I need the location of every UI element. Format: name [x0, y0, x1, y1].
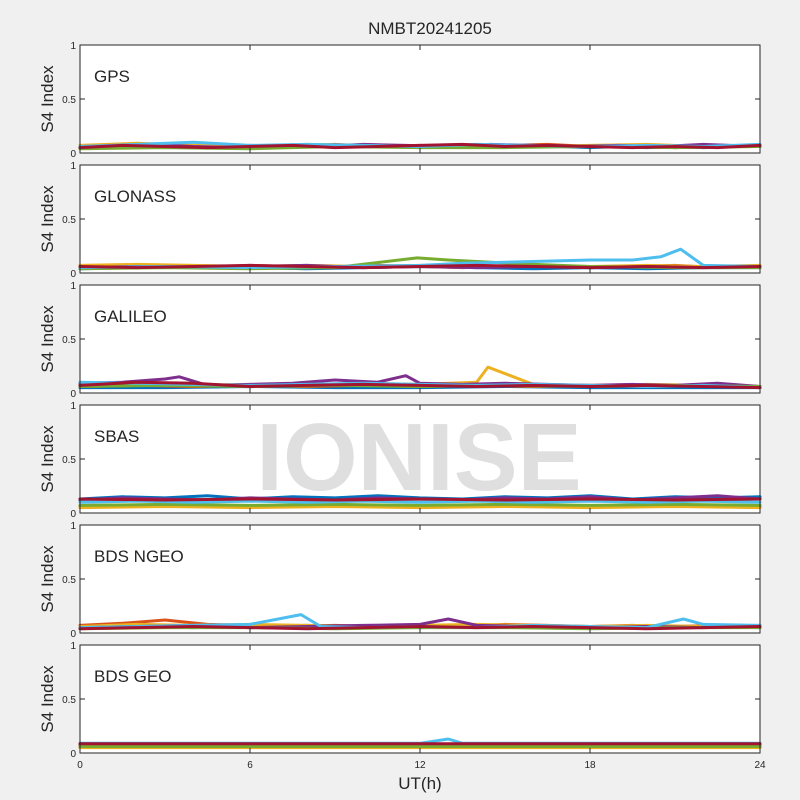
panel-label: GALILEO — [94, 307, 167, 326]
panel-label: BDS NGEO — [94, 547, 184, 566]
plot-area — [80, 525, 760, 633]
y-axis-label: S4 Index — [38, 305, 57, 373]
series-line — [78, 625, 762, 631]
x-axis-label: UT(h) — [398, 774, 441, 793]
chart-title: NMBT20241205 — [368, 19, 492, 38]
series-line — [78, 505, 762, 510]
y-tick-label: 0 — [70, 509, 76, 520]
plot-area — [80, 45, 760, 153]
series-line — [78, 502, 762, 507]
y-tick-label: 0.5 — [62, 575, 76, 586]
y-tick-label: 0.5 — [62, 695, 76, 706]
y-tick-label: 0 — [70, 389, 76, 400]
panel-4: 0 0.5 1 BDS NGEO S4 Index — [38, 521, 762, 640]
plot-area — [80, 645, 760, 753]
y-tick-label: 0.5 — [62, 95, 76, 106]
y-axis-label: S4 Index — [38, 425, 57, 493]
y-axis-label: S4 Index — [38, 185, 57, 253]
panel-2: 0 0.5 1 GALILEO S4 Index — [38, 281, 762, 400]
panels-group: 0 0.5 1 GPS S4 Index 0 0.5 1 GLONASS S4 Index 0 0.5… — [38, 41, 766, 771]
y-tick-label: 1 — [70, 161, 76, 172]
plot-area — [80, 285, 760, 393]
panel-label: GLONASS — [94, 187, 176, 206]
y-tick-label: 0 — [70, 749, 76, 760]
panel-0: 0 0.5 1 GPS S4 Index — [38, 41, 762, 160]
y-tick-label: 0.5 — [62, 335, 76, 346]
y-tick-label: 1 — [70, 281, 76, 292]
panel-label: BDS GEO — [94, 667, 171, 686]
panel-label: SBAS — [94, 427, 139, 446]
plot-area — [80, 165, 760, 273]
panel-3: 0 0.5 1 SBAS S4 Index — [38, 401, 762, 520]
y-tick-label: 1 — [70, 41, 76, 52]
y-tick-label: 1 — [70, 521, 76, 532]
y-axis-label: S4 Index — [38, 65, 57, 133]
x-tick-label: 18 — [584, 760, 596, 771]
y-axis-label: S4 Index — [38, 545, 57, 613]
series-line — [78, 499, 762, 504]
y-tick-label: 0.5 — [62, 215, 76, 226]
x-tick-label: 12 — [414, 760, 426, 771]
y-tick-label: 0.5 — [62, 455, 76, 466]
series-line — [78, 497, 762, 502]
x-tick-label: 24 — [754, 760, 766, 771]
y-tick-label: 1 — [70, 401, 76, 412]
panel-1: 0 0.5 1 GLONASS S4 Index — [38, 161, 762, 280]
watermark: IONISE — [256, 404, 581, 511]
panel-5: 0 0.5 1 BDS GEO S4 Index 0 6 12 18 24 — [38, 641, 766, 771]
series-line — [78, 247, 762, 270]
series-line — [78, 380, 762, 390]
y-tick-label: 0 — [70, 149, 76, 160]
x-tick-label: 6 — [247, 760, 253, 771]
y-tick-label: 0 — [70, 629, 76, 640]
y-axis-label: S4 Index — [38, 665, 57, 733]
y-tick-label: 1 — [70, 641, 76, 652]
series-line — [78, 263, 762, 270]
y-tick-label: 0 — [70, 269, 76, 280]
x-tick-label: 0 — [77, 760, 83, 771]
panel-label: GPS — [94, 67, 130, 86]
series-line — [78, 142, 762, 150]
